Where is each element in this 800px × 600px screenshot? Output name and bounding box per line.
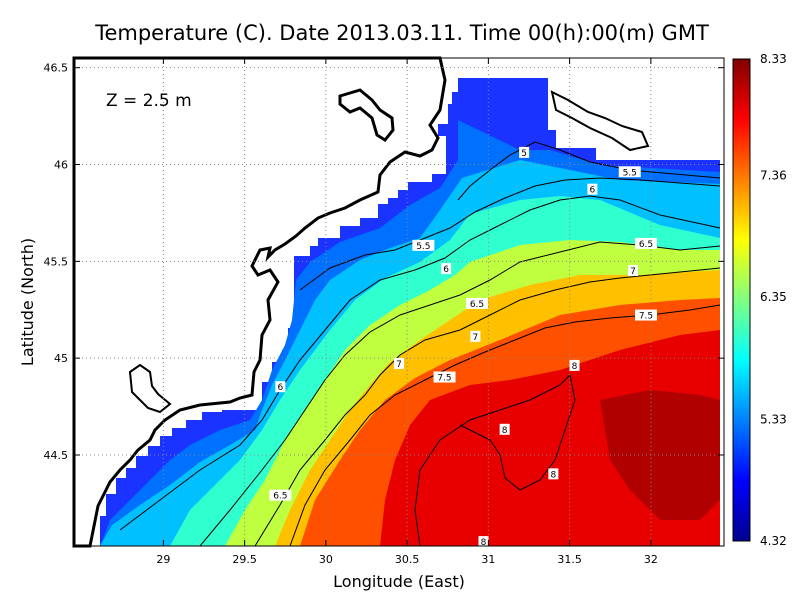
- contour-7: [254, 267, 721, 546]
- contour-label: 6: [278, 383, 284, 393]
- contour-label: 7: [473, 333, 479, 343]
- contour-label-bg: [635, 309, 657, 321]
- colorbar-tick-label: 4.32: [760, 534, 787, 548]
- contour-label: 5: [521, 149, 527, 159]
- contour-label: 7.5: [639, 312, 653, 322]
- plot-frame: [73, 57, 725, 547]
- contour-label-bg: [275, 381, 286, 393]
- x-axis-label: Longitude (East): [333, 572, 465, 591]
- contour-labels: 5 5.5 6 5.5 6 6.5 7 6.5 7.5 7 7 7.5 8 6 8 8 6.5 8: [269, 146, 657, 548]
- y-tick-label: 46: [54, 159, 68, 172]
- contour-label: 6.5: [273, 492, 287, 502]
- contour-label-bg: [635, 237, 657, 249]
- contour-label-bg: [569, 359, 580, 371]
- contour-6a: [119, 195, 721, 531]
- y-axis-ticks: 44.5 45 45.5 46 46.5: [44, 62, 724, 462]
- colorbar-tick-label: 5.33: [760, 413, 787, 427]
- x-axis-ticks: 29 29.5 30 30.5 31 31.5 32: [156, 58, 658, 566]
- x-tick-label: 30.5: [395, 553, 420, 566]
- contour-label: 7: [630, 267, 636, 277]
- x-tick-label: 31: [481, 553, 495, 566]
- colorbar-tick-label: 8.33: [760, 52, 787, 66]
- y-axis-label: Latitude (North): [18, 238, 37, 366]
- contour-6-5: [199, 241, 721, 546]
- contour-label-bg: [412, 239, 435, 251]
- contour-label: 5.5: [416, 242, 430, 252]
- contour-label: 8: [481, 538, 487, 548]
- contour-label: 5.5: [623, 168, 637, 178]
- land-polygon: [72, 56, 447, 548]
- contour-label-bg: [466, 297, 488, 309]
- x-tick-label: 30: [319, 553, 333, 566]
- contour-label-bg: [394, 357, 404, 369]
- land-mask: [72, 56, 650, 548]
- plot-area: 5 5.5 6 5.5 6 6.5 7 6.5 7.5 7 7 7.5 8 6 8 8 6.5 8 Z = 2.5…: [72, 56, 725, 548]
- x-tick-label: 29.5: [232, 553, 257, 566]
- coast-island-1: [338, 88, 395, 142]
- y-tick-label: 46.5: [44, 62, 69, 75]
- colorbar-tick-label: 7.36: [760, 169, 787, 183]
- contour-label: 7: [396, 360, 402, 370]
- contour-label: 6: [590, 186, 596, 196]
- contour-label-bg: [548, 468, 559, 480]
- contour-label-bg: [269, 489, 292, 501]
- y-tick-label: 45: [54, 352, 68, 365]
- contour-label: 8: [502, 426, 508, 436]
- contour-label: 6: [443, 265, 449, 275]
- contour-5: [457, 141, 721, 201]
- contour-8: [414, 373, 576, 546]
- contour-label: 6.5: [639, 240, 653, 250]
- contour-label: 8: [551, 470, 557, 480]
- contour-label-bg: [628, 265, 638, 277]
- colorbar-gradient: [732, 58, 751, 542]
- contour-label-bg: [519, 146, 530, 158]
- contour-label-bg: [478, 536, 489, 548]
- x-tick-label: 32: [644, 553, 658, 566]
- coast-lake: [128, 363, 172, 414]
- contour-label-bg: [441, 263, 452, 275]
- band-warmest: [600, 390, 720, 520]
- colorbar-ticks: 8.33 7.36 6.35 5.33 4.32: [760, 52, 787, 548]
- contour-label-bg: [499, 423, 510, 435]
- contour-5-5: [299, 177, 721, 291]
- y-tick-label: 45.5: [44, 255, 69, 268]
- contour-label: 7.5: [437, 374, 451, 384]
- x-tick-label: 29: [156, 553, 170, 566]
- x-tick-label: 31.5: [557, 553, 582, 566]
- depth-annotation: Z = 2.5 m: [106, 91, 192, 111]
- y-tick-label: 44.5: [44, 449, 69, 462]
- contour-lines: [119, 141, 721, 546]
- colorbar-tick-label: 6.35: [760, 290, 787, 304]
- colorbar: 8.33 7.36 6.35 5.33 4.32: [732, 52, 787, 548]
- chart-title: Temperature (C). Date 2013.03.11. Time 0…: [94, 21, 709, 45]
- contour-label-bg: [470, 330, 481, 342]
- coast-island-2: [550, 90, 650, 152]
- contour-label-bg: [433, 371, 456, 383]
- contour-label-bg: [587, 183, 598, 195]
- contour-label-bg: [618, 166, 641, 178]
- contour-label: 6.5: [470, 300, 484, 310]
- contour-label: 8: [572, 362, 578, 372]
